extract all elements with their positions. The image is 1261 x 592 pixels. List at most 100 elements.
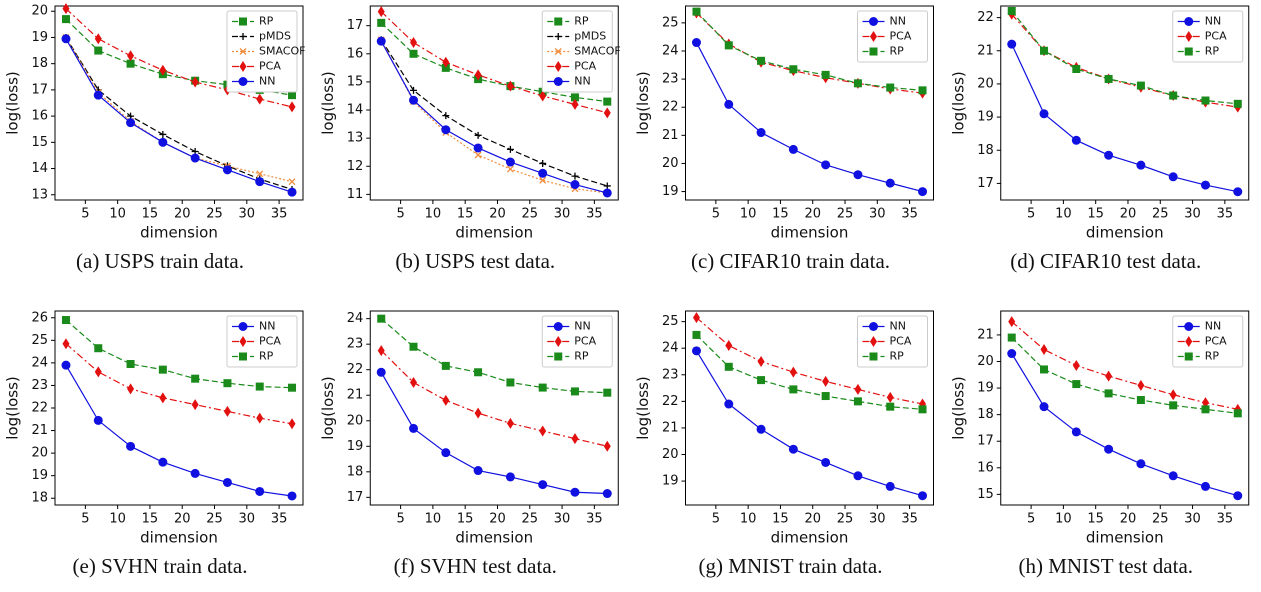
legend-label: pMDS [259, 30, 291, 43]
series-line [380, 350, 608, 447]
y-tick-label: 21 [662, 420, 679, 435]
point [692, 312, 700, 324]
point [1104, 389, 1113, 398]
series-line [1011, 321, 1238, 410]
x-tick-label: 20 [804, 512, 821, 527]
y-tick-label: 21 [977, 327, 994, 342]
point [692, 7, 701, 16]
y-tick-label: 22 [31, 401, 48, 416]
y-tick-label: 20 [977, 76, 994, 91]
point [506, 378, 515, 387]
point [571, 172, 579, 180]
point [1136, 81, 1145, 90]
point [691, 38, 701, 48]
x-tick-label: 35 [1217, 512, 1234, 527]
y-tick-label: 17 [347, 490, 364, 505]
series-line [696, 334, 923, 410]
point [1233, 99, 1242, 108]
legend-label: NN [890, 320, 906, 333]
x-tick-label: 10 [109, 512, 126, 527]
y-tick-label: 15 [977, 487, 994, 502]
point [918, 405, 927, 414]
point [1200, 481, 1210, 491]
point [1071, 427, 1081, 437]
point [1007, 349, 1017, 359]
series-line [380, 39, 608, 194]
point [191, 374, 200, 383]
series-line [380, 318, 608, 394]
point [441, 448, 451, 458]
point [853, 170, 863, 180]
point [789, 366, 797, 378]
y-axis-label: log(loss) [949, 71, 967, 135]
x-tick-label: 5 [81, 207, 89, 222]
point [756, 424, 766, 434]
x-tick-label: 35 [901, 512, 918, 527]
x-tick-label: 15 [142, 207, 159, 222]
point [1169, 401, 1178, 410]
legend-marker [554, 61, 562, 72]
y-axis-label: log(loss) [4, 71, 22, 135]
y-tick-label: 12 [347, 159, 364, 174]
point [570, 387, 579, 396]
x-tick-label: 15 [142, 512, 159, 527]
legend-label: NN [259, 320, 275, 333]
x-tick-label: 35 [271, 512, 288, 527]
point [190, 468, 200, 478]
point [789, 65, 798, 74]
series-line [65, 364, 293, 497]
y-axis-label: log(loss) [634, 71, 652, 135]
legend-marker [1185, 336, 1193, 347]
point [603, 97, 612, 106]
point [126, 360, 135, 369]
y-axis-label: log(loss) [4, 376, 22, 440]
legend-label: PCA [259, 60, 281, 73]
series-line [695, 350, 923, 497]
point [757, 355, 765, 367]
y-tick-label: 19 [977, 381, 994, 396]
legend-marker [239, 17, 247, 26]
point [539, 159, 547, 167]
point [570, 93, 579, 102]
y-tick-label: 25 [662, 314, 679, 329]
x-axis-label: dimension [771, 224, 849, 242]
legend-box [541, 10, 613, 93]
series-line [380, 40, 608, 194]
x-axis-label: dimension [1086, 529, 1164, 547]
point [1136, 160, 1146, 170]
plot-frame [1000, 310, 1250, 506]
point [94, 46, 103, 55]
legend-marker [554, 17, 563, 26]
point [61, 360, 71, 370]
point [255, 177, 265, 187]
point [377, 6, 385, 18]
point [570, 487, 580, 497]
point [886, 83, 895, 92]
series-line [65, 8, 293, 108]
series-line [65, 18, 293, 96]
point [287, 491, 297, 501]
caption: (h) MNIST test data. [1018, 554, 1193, 578]
legend-marker [870, 336, 877, 347]
y-tick-label: 16 [347, 46, 364, 61]
y-axis-label: log(loss) [634, 376, 652, 440]
point [62, 3, 70, 15]
legend-label: NN [890, 15, 906, 28]
point [603, 182, 611, 190]
point [821, 160, 831, 170]
point [918, 187, 928, 197]
point [886, 402, 895, 411]
point [724, 399, 734, 409]
y-tick-label: 21 [977, 43, 994, 58]
point [442, 56, 450, 68]
point [474, 131, 482, 139]
x-tick-label: 15 [457, 207, 474, 222]
point [409, 342, 418, 351]
y-tick-label: 23 [662, 72, 679, 87]
legend-label: RP [890, 45, 905, 58]
y-tick-label: 23 [347, 337, 364, 352]
point [1201, 96, 1210, 105]
x-tick-label: 10 [1055, 207, 1072, 222]
point [1104, 444, 1114, 454]
y-tick-label: 24 [347, 311, 364, 326]
